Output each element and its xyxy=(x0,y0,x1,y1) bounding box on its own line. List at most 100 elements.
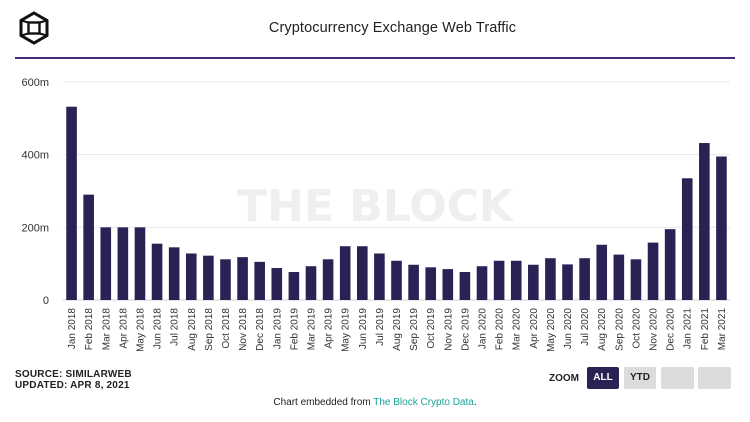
x-tick-label: Jun 2018 xyxy=(153,308,164,350)
x-tick-label: Feb 2020 xyxy=(495,308,506,351)
x-axis: Jan 2018 Feb 2018 Mar 2018 Apr 2018 May 2018… xyxy=(67,308,728,352)
x-tick-label: May 2018 xyxy=(135,308,146,352)
x-tick-label: Mar 2021 xyxy=(717,308,728,351)
bar[interactable] xyxy=(151,243,163,300)
x-tick-label: Oct 2019 xyxy=(426,308,437,349)
chart-title: Cryptocurrency Exchange Web Traffic xyxy=(268,20,517,36)
embed-suffix: . xyxy=(473,397,477,408)
bar[interactable] xyxy=(699,143,710,300)
embed-credit: Chart embedded from The Block Crypto Dat… xyxy=(0,397,750,408)
bar[interactable] xyxy=(442,269,454,300)
cube-logo-icon[interactable] xyxy=(17,11,51,45)
bar[interactable] xyxy=(305,266,317,300)
x-tick-label: Apr 2018 xyxy=(118,308,129,349)
x-tick-label: Jan 2021 xyxy=(683,308,694,350)
x-tick-label: Jan 2018 xyxy=(67,308,78,350)
x-tick-label: Dec 2018 xyxy=(255,308,266,351)
bar[interactable] xyxy=(220,259,231,300)
bar[interactable] xyxy=(716,156,727,300)
updated-label: UPDATED: APR 8, 2021 xyxy=(15,380,130,391)
x-tick-label: May 2020 xyxy=(546,308,557,352)
source-label: SOURCE: SIMILARWEB xyxy=(15,369,132,380)
x-tick-label: Jun 2020 xyxy=(563,308,574,350)
zoom-option-button[interactable] xyxy=(661,367,694,389)
bar[interactable] xyxy=(579,258,590,300)
zoom-all-button[interactable]: ALL xyxy=(587,367,619,389)
x-tick-label: Feb 2018 xyxy=(84,308,95,351)
x-tick-label: Mar 2019 xyxy=(306,308,317,351)
y-tick-label: 0 xyxy=(43,295,49,307)
x-tick-label: Sep 2018 xyxy=(204,308,215,351)
y-tick-label: 600m xyxy=(21,77,49,89)
bar[interactable] xyxy=(391,260,402,300)
bar[interactable] xyxy=(613,254,625,300)
x-tick-label: Jul 2018 xyxy=(170,308,181,346)
bar[interactable] xyxy=(83,194,94,300)
bar[interactable] xyxy=(134,227,146,300)
bar[interactable] xyxy=(630,259,642,300)
bars xyxy=(66,106,727,300)
bar[interactable] xyxy=(203,255,214,300)
x-tick-label: Aug 2020 xyxy=(597,308,608,351)
bar[interactable] xyxy=(237,257,248,300)
bar[interactable] xyxy=(664,229,676,300)
x-tick-label: Nov 2019 xyxy=(443,308,454,351)
bar-chart: THE BLOCK 0 200m 400m 600m Jan 2018 Feb 2018… xyxy=(21,77,730,352)
bar[interactable] xyxy=(254,261,265,300)
bar[interactable] xyxy=(374,253,385,300)
embed-link[interactable]: The Block Crypto Data xyxy=(373,397,474,408)
x-tick-label: Apr 2020 xyxy=(529,308,540,349)
x-tick-label: Nov 2020 xyxy=(649,308,660,351)
x-tick-label: Nov 2018 xyxy=(238,308,249,351)
bar[interactable] xyxy=(545,258,556,300)
bar[interactable] xyxy=(476,266,488,300)
x-tick-label: Apr 2019 xyxy=(324,308,335,349)
x-tick-label: Jan 2020 xyxy=(478,308,489,350)
bar[interactable] xyxy=(459,272,471,300)
y-axis: 0 200m 400m 600m xyxy=(21,77,49,307)
bar[interactable] xyxy=(117,227,129,300)
y-tick-label: 200m xyxy=(21,222,49,234)
zoom-option-button[interactable] xyxy=(698,367,731,389)
bar[interactable] xyxy=(100,227,112,300)
bar[interactable] xyxy=(356,246,368,300)
bar[interactable] xyxy=(339,246,351,300)
x-tick-label: Jun 2019 xyxy=(358,308,369,350)
x-tick-label: Sep 2019 xyxy=(409,308,420,351)
bar[interactable] xyxy=(408,264,419,300)
x-tick-label: Mar 2018 xyxy=(101,308,112,351)
bar[interactable] xyxy=(66,106,77,300)
bar[interactable] xyxy=(288,272,300,300)
bar[interactable] xyxy=(185,253,197,300)
x-tick-label: Sep 2020 xyxy=(614,308,625,351)
x-tick-label: Mar 2020 xyxy=(512,308,523,351)
zoom-ytd-button[interactable]: YTD xyxy=(624,367,656,389)
bar[interactable] xyxy=(596,244,608,300)
x-tick-label: Dec 2019 xyxy=(460,308,471,351)
x-tick-label: Aug 2018 xyxy=(187,308,198,351)
x-tick-label: Jul 2019 xyxy=(375,308,386,346)
x-tick-label: Jan 2019 xyxy=(272,308,283,350)
y-tick-label: 400m xyxy=(21,150,49,162)
bar[interactable] xyxy=(510,260,522,300)
bar[interactable] xyxy=(493,260,505,300)
bar[interactable] xyxy=(168,247,180,300)
title-divider xyxy=(15,57,735,59)
x-tick-label: Oct 2020 xyxy=(631,308,642,349)
x-tick-label: Oct 2018 xyxy=(221,308,232,349)
bar[interactable] xyxy=(528,264,539,300)
watermark: THE BLOCK xyxy=(237,181,515,232)
bar[interactable] xyxy=(425,267,437,300)
bar[interactable] xyxy=(647,242,659,300)
bar[interactable] xyxy=(322,259,334,300)
bar[interactable] xyxy=(681,178,693,300)
bar[interactable] xyxy=(562,264,573,300)
x-tick-label: Aug 2019 xyxy=(392,308,403,351)
zoom-label: ZOOM xyxy=(549,373,579,384)
x-tick-label: May 2019 xyxy=(341,308,352,352)
x-tick-label: Feb 2019 xyxy=(289,308,300,351)
x-tick-label: Feb 2021 xyxy=(700,308,711,351)
x-tick-label: Dec 2020 xyxy=(666,308,677,351)
bar[interactable] xyxy=(271,268,283,300)
x-tick-label: Jul 2020 xyxy=(580,308,591,346)
